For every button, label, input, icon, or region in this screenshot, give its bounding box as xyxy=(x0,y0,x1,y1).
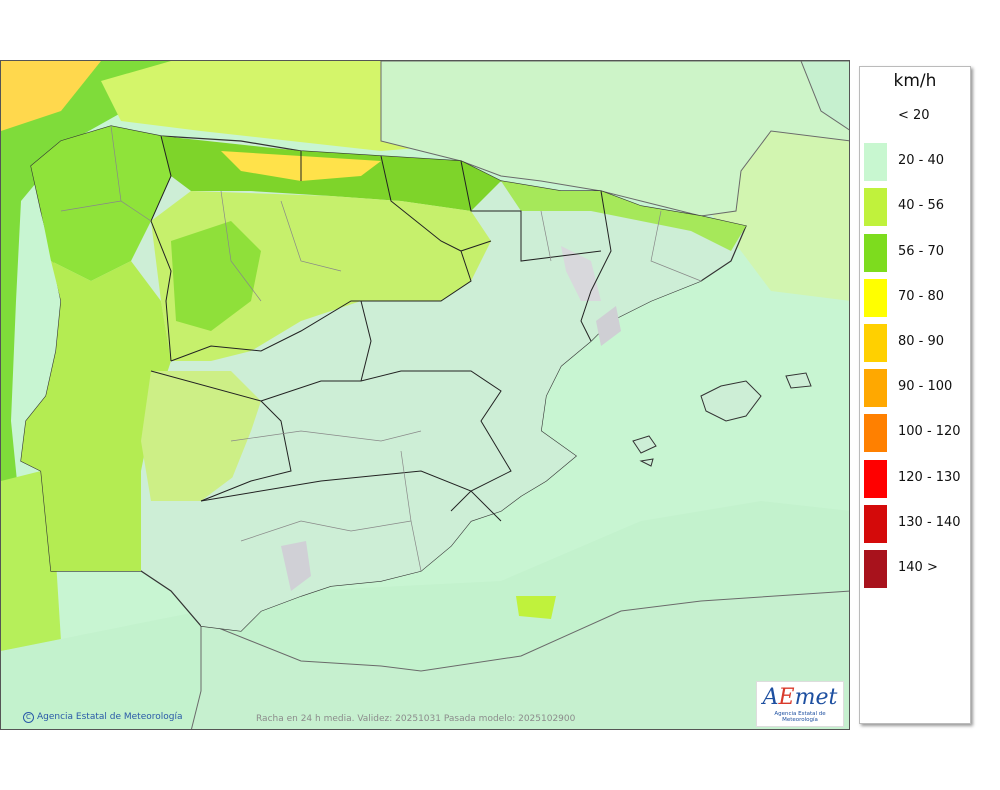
legend-label: 140 > xyxy=(898,560,938,575)
legend-item: 20 - 40 xyxy=(864,141,968,182)
legend-panel: km/h < 20 20 - 40 40 - 56 56 - 70 70 - 80 80 … xyxy=(859,66,971,724)
legend-swatch xyxy=(864,278,887,317)
legend-label: 130 - 140 xyxy=(898,514,961,530)
copyright-text: Agencia Estatal de Meteorología xyxy=(37,712,183,722)
legend-swatch xyxy=(864,369,887,408)
relief-catalonia xyxy=(596,306,621,346)
aemet-logo: AEmet Agencia Estatal de Meteorología xyxy=(756,681,844,727)
map-frame: C Agencia Estatal de Meteorología Racha e… xyxy=(0,60,850,730)
legend-label: 20 - 40 xyxy=(898,153,945,169)
legend-swatch xyxy=(864,414,887,453)
legend-label: 40 - 56 xyxy=(898,198,945,214)
legend-item: 70 - 80 xyxy=(864,277,968,317)
legend-label: 100 - 120 xyxy=(898,424,961,440)
relief-betic xyxy=(281,541,311,591)
france xyxy=(380,61,849,217)
legend-swatch xyxy=(864,324,887,362)
map-caption: Racha en 24 h media. Validez: 20251031 P… xyxy=(256,714,576,724)
logo-mark-met: met xyxy=(794,685,838,710)
legend-swatch xyxy=(864,504,887,543)
copyright-notice: C Agencia Estatal de Meteorología xyxy=(23,712,183,723)
legend-item: 130 - 140 xyxy=(864,503,968,543)
corsica-sardinia xyxy=(800,61,849,131)
map-canvas xyxy=(1,61,849,729)
ibiza xyxy=(632,435,657,454)
legend-label: < 20 xyxy=(898,108,930,123)
wind-zone-duero-west xyxy=(171,221,261,331)
region-borders xyxy=(150,135,612,522)
wind-zone-portugal xyxy=(21,261,171,571)
legend-label: 70 - 80 xyxy=(898,288,945,304)
wind-zone-northwest xyxy=(1,61,101,131)
legend-label: 80 - 90 xyxy=(898,334,945,349)
wind-zone-galicia xyxy=(31,126,171,281)
north-africa xyxy=(190,590,849,729)
logo-text: Agencia Estatal de Meteorología xyxy=(774,711,826,723)
wind-zone-interior xyxy=(191,231,721,631)
relief-ebro xyxy=(561,246,601,301)
legend-item: 90 - 100 xyxy=(864,367,968,408)
logo-mark-a: A xyxy=(762,685,779,710)
legend-item: 120 - 130 xyxy=(864,458,968,498)
legend-item: < 20 xyxy=(864,96,968,136)
wind-zone-pyrenees xyxy=(501,181,746,251)
legend-swatch xyxy=(864,188,887,227)
legend-label: 120 - 130 xyxy=(898,469,961,485)
copyright-icon: C xyxy=(23,712,34,723)
legend-item: 56 - 70 xyxy=(864,232,968,272)
legend-swatch xyxy=(864,459,887,498)
wind-zone-mediterranean-patch xyxy=(516,596,556,619)
legend-swatch xyxy=(864,550,887,588)
province-borders xyxy=(60,125,702,572)
formentera xyxy=(639,458,654,467)
logo-mark-e: E xyxy=(778,685,795,710)
menorca xyxy=(785,372,812,389)
legend-swatch xyxy=(864,233,887,272)
legend-item: 80 - 90 xyxy=(864,322,968,362)
legend-label: 90 - 100 xyxy=(898,379,953,395)
legend-item: 140 > xyxy=(864,548,968,588)
mallorca xyxy=(700,380,762,422)
legend-swatch xyxy=(864,143,887,182)
wind-zone-extremadura xyxy=(141,371,261,501)
legend-unit: km/h xyxy=(893,71,937,91)
legend-item: 40 - 56 xyxy=(864,186,968,227)
legend-label: 56 - 70 xyxy=(898,243,945,259)
legend-item: 100 - 120 xyxy=(864,412,968,453)
